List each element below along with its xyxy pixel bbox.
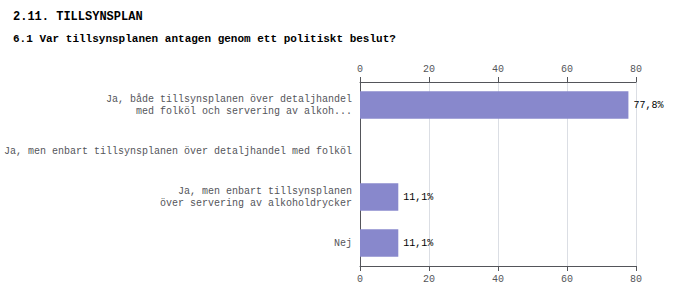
svg-text:11,1%: 11,1% — [403, 192, 433, 203]
svg-text:0: 0 — [357, 64, 363, 75]
svg-text:40: 40 — [492, 274, 504, 285]
svg-text:Ja, men enbart tillsynsplanen: Ja, men enbart tillsynsplanen — [178, 186, 352, 197]
svg-text:20: 20 — [423, 64, 435, 75]
svg-text:2.11. TILLSYNSPLAN: 2.11. TILLSYNSPLAN — [13, 10, 143, 24]
svg-text:Ja, men enbart tillsynsplanen: Ja, men enbart tillsynsplanen över detal… — [4, 146, 352, 157]
svg-text:0: 0 — [357, 274, 363, 285]
svg-text:40: 40 — [492, 64, 504, 75]
svg-text:20: 20 — [423, 274, 435, 285]
svg-text:80: 80 — [630, 274, 642, 285]
svg-text:11,1%: 11,1% — [403, 238, 433, 249]
svg-text:6.1 Var tillsynsplanen antagen: 6.1 Var tillsynsplanen antagen genom ett… — [13, 33, 396, 45]
svg-text:med folköl och servering av al: med folköl och servering av alkoh... — [136, 106, 352, 117]
svg-text:över servering av alkoholdryck: över servering av alkoholdrycker — [160, 198, 352, 209]
svg-text:Nej: Nej — [334, 238, 352, 249]
svg-text:80: 80 — [630, 64, 642, 75]
svg-text:60: 60 — [561, 64, 573, 75]
svg-text:77,8%: 77,8% — [633, 100, 663, 111]
svg-text:Ja, både tillsynsplanen över d: Ja, både tillsynsplanen över detaljhande… — [106, 93, 352, 105]
svg-text:60: 60 — [561, 274, 573, 285]
